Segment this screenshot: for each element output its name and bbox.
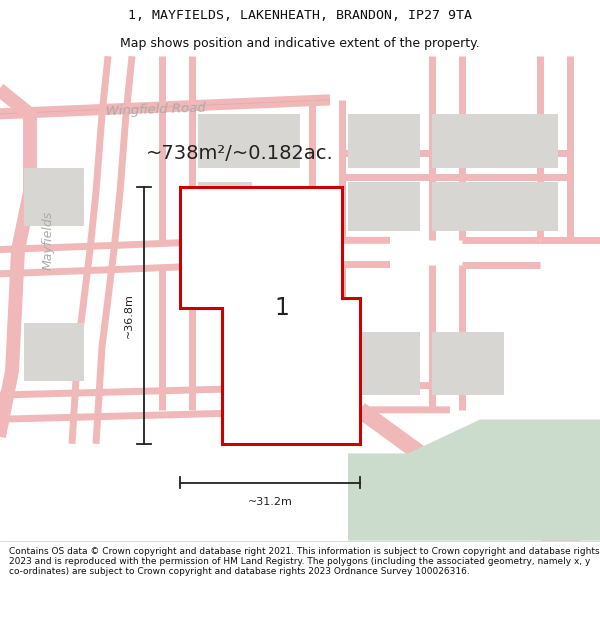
- Bar: [198, 182, 252, 231]
- Bar: [24, 322, 84, 381]
- Bar: [498, 114, 558, 168]
- Bar: [348, 182, 420, 231]
- Bar: [432, 332, 504, 396]
- Bar: [24, 168, 84, 226]
- Text: Wingfield Road: Wingfield Road: [106, 101, 206, 118]
- Bar: [348, 332, 420, 396]
- Bar: [432, 182, 504, 231]
- Bar: [498, 182, 558, 231]
- Text: ~31.2m: ~31.2m: [248, 497, 292, 507]
- Text: ~36.8m: ~36.8m: [124, 293, 134, 338]
- Polygon shape: [348, 419, 600, 541]
- Text: 1, MAYFIELDS, LAKENHEATH, BRANDON, IP27 9TA: 1, MAYFIELDS, LAKENHEATH, BRANDON, IP27 …: [128, 9, 472, 22]
- Text: Map shows position and indicative extent of the property.: Map shows position and indicative extent…: [120, 38, 480, 51]
- Polygon shape: [180, 187, 360, 444]
- Bar: [432, 114, 504, 168]
- Text: ~738m²/~0.182ac.: ~738m²/~0.182ac.: [146, 144, 334, 162]
- Text: 1: 1: [275, 296, 289, 320]
- Bar: [198, 114, 300, 168]
- Text: Mayfields: Mayfields: [41, 211, 55, 270]
- Text: Contains OS data © Crown copyright and database right 2021. This information is : Contains OS data © Crown copyright and d…: [9, 546, 599, 576]
- Bar: [348, 114, 420, 168]
